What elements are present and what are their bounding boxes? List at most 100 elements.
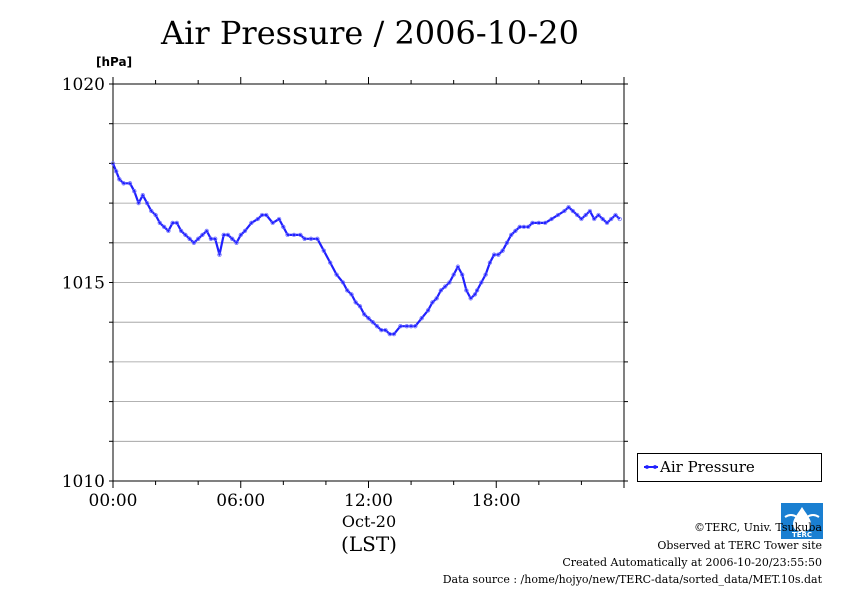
data-point (191, 240, 197, 245)
data-point (617, 216, 622, 222)
credit-observed: Observed at TERC Tower site (657, 539, 822, 552)
y-tick-label: 1010 (62, 472, 105, 492)
data-point (308, 236, 314, 241)
data-point (536, 220, 541, 226)
data-point (425, 308, 431, 313)
legend-label-air-pressure: Air Pressure (660, 458, 755, 476)
logo-text: TERC (792, 531, 812, 539)
data-point (575, 212, 580, 218)
data-point (187, 236, 192, 241)
data-point (509, 232, 514, 238)
data-point (174, 220, 180, 226)
data-point (398, 324, 403, 329)
data-point (157, 220, 162, 226)
data-point (474, 288, 480, 293)
data-point (570, 208, 576, 214)
data-point (438, 288, 444, 293)
y-axis-unit-label: [hPa] (96, 55, 133, 69)
data-point (136, 200, 141, 206)
x-tick-label: 18:00 (472, 491, 521, 511)
data-point (366, 316, 371, 321)
data-point (596, 212, 601, 218)
data-point (566, 204, 571, 210)
data-point (404, 324, 409, 329)
data-point (259, 212, 265, 218)
data-point (238, 232, 243, 238)
data-point (221, 232, 226, 238)
x-tick-label: 06:00 (216, 491, 265, 511)
chart-title: Air Pressure / 2006-10-20 (161, 14, 579, 52)
data-point (496, 252, 501, 257)
data-point (328, 260, 333, 265)
data-point (587, 208, 593, 214)
data-point (208, 236, 214, 241)
axis-ticks (109, 77, 628, 488)
legend-line-swatch (644, 465, 658, 469)
data-point (419, 316, 424, 321)
data-point (315, 236, 320, 241)
data-point (468, 296, 473, 301)
series-air-pressure (110, 161, 622, 337)
data-point (549, 216, 554, 222)
data-point (357, 304, 363, 309)
data-point (321, 248, 326, 253)
data-point (349, 292, 354, 297)
data-point (353, 300, 358, 305)
data-point (609, 216, 614, 222)
data-point (264, 212, 269, 218)
data-point (387, 331, 392, 337)
data-point (340, 280, 346, 285)
data-point (472, 292, 478, 297)
data-point (334, 272, 339, 277)
data-point (555, 212, 561, 218)
data-point (302, 236, 307, 241)
data-point (200, 232, 205, 238)
credit-copyright: ©TERC, Univ. Tsukuba (693, 521, 822, 534)
data-point (526, 224, 531, 230)
axis-labels: 1010 1015 1020 00:00 06:00 12:00 18:00 (62, 75, 521, 511)
data-point (225, 232, 231, 238)
credit-data-source: Data source : /home/hojyo/new/TERC-data/… (442, 573, 822, 586)
data-point (530, 220, 535, 226)
data-point (183, 232, 188, 238)
data-point (464, 288, 469, 293)
data-point (491, 252, 497, 257)
data-point (455, 264, 461, 269)
data-point (613, 212, 618, 218)
data-point (285, 232, 290, 238)
data-point (178, 228, 184, 234)
data-point (217, 252, 222, 257)
y-tick-label: 1015 (62, 274, 105, 294)
data-point (204, 228, 209, 234)
x-tick-label: 12:00 (344, 491, 393, 511)
data-point (379, 327, 384, 333)
data-point (114, 169, 119, 174)
data-point (345, 288, 350, 293)
data-point (408, 324, 414, 329)
series-line-air-pressure (111, 162, 621, 336)
data-point (161, 224, 167, 230)
data-point (121, 181, 126, 186)
data-point (149, 208, 154, 214)
data-point (543, 220, 548, 226)
data-point (370, 320, 375, 325)
data-point (144, 200, 150, 206)
data-point (153, 212, 158, 218)
data-point (479, 280, 484, 285)
data-point (513, 228, 518, 234)
data-point (430, 300, 435, 305)
data-point (362, 312, 367, 317)
data-point (413, 324, 418, 329)
data-point (276, 216, 282, 222)
terc-water-drop-logo: TERC (781, 503, 823, 539)
data-point (170, 220, 175, 226)
grid-lines (113, 123, 624, 442)
data-point (281, 224, 286, 230)
data-point (583, 212, 588, 218)
data-point (500, 248, 505, 253)
data-point (127, 181, 133, 186)
data-point (255, 216, 260, 222)
data-point (391, 331, 397, 337)
data-point (460, 272, 465, 277)
